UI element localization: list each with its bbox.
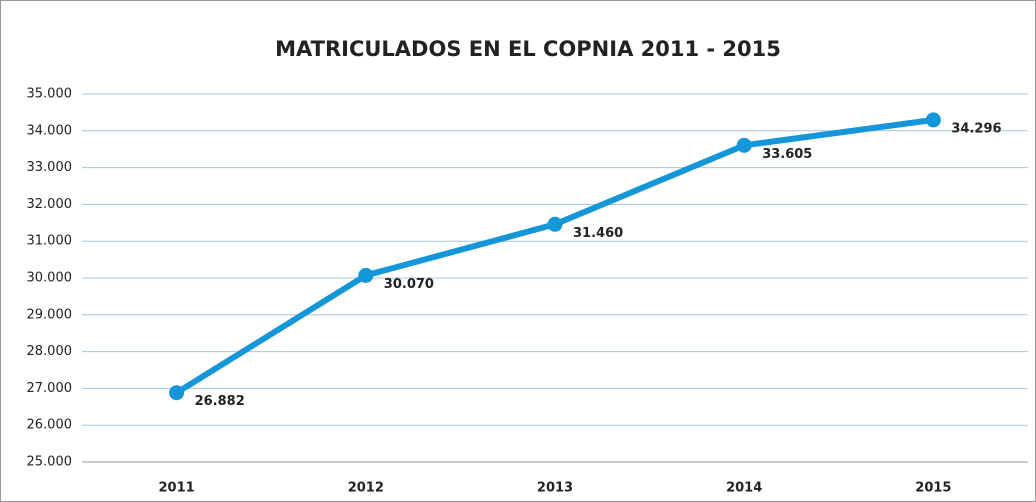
y-tick-label: 29.000 [27,307,73,322]
x-tick-label: 2011 [159,481,195,496]
value-label: 31.460 [573,226,623,241]
marker [736,137,752,153]
y-tick-label: 25.000 [27,455,73,470]
x-tick-label: 2014 [726,481,762,496]
y-tick-label: 32.000 [27,197,73,212]
value-label: 33.605 [762,147,812,162]
marker [925,112,941,128]
y-tick-label: 31.000 [27,234,73,249]
y-tick-label: 35.000 [27,87,73,102]
marker [169,385,185,401]
x-tick-label: 2012 [348,481,384,496]
value-label: 26.882 [195,394,245,409]
value-label: 30.070 [384,277,434,292]
y-tick-label: 34.000 [27,123,73,138]
marker [358,267,374,283]
value-label: 34.296 [951,121,1001,136]
chart-title: MATRICULADOS EN EL COPNIA 2011 - 2015 [275,37,781,61]
y-tick-label: 28.000 [27,344,73,359]
marker [547,216,563,232]
y-tick-label: 30.000 [27,271,73,286]
y-tick-label: 27.000 [27,381,73,396]
y-tick-label: 26.000 [27,418,73,433]
y-tick-label: 33.000 [27,160,73,175]
x-tick-label: 2015 [915,481,951,496]
x-tick-label: 2013 [537,481,573,496]
